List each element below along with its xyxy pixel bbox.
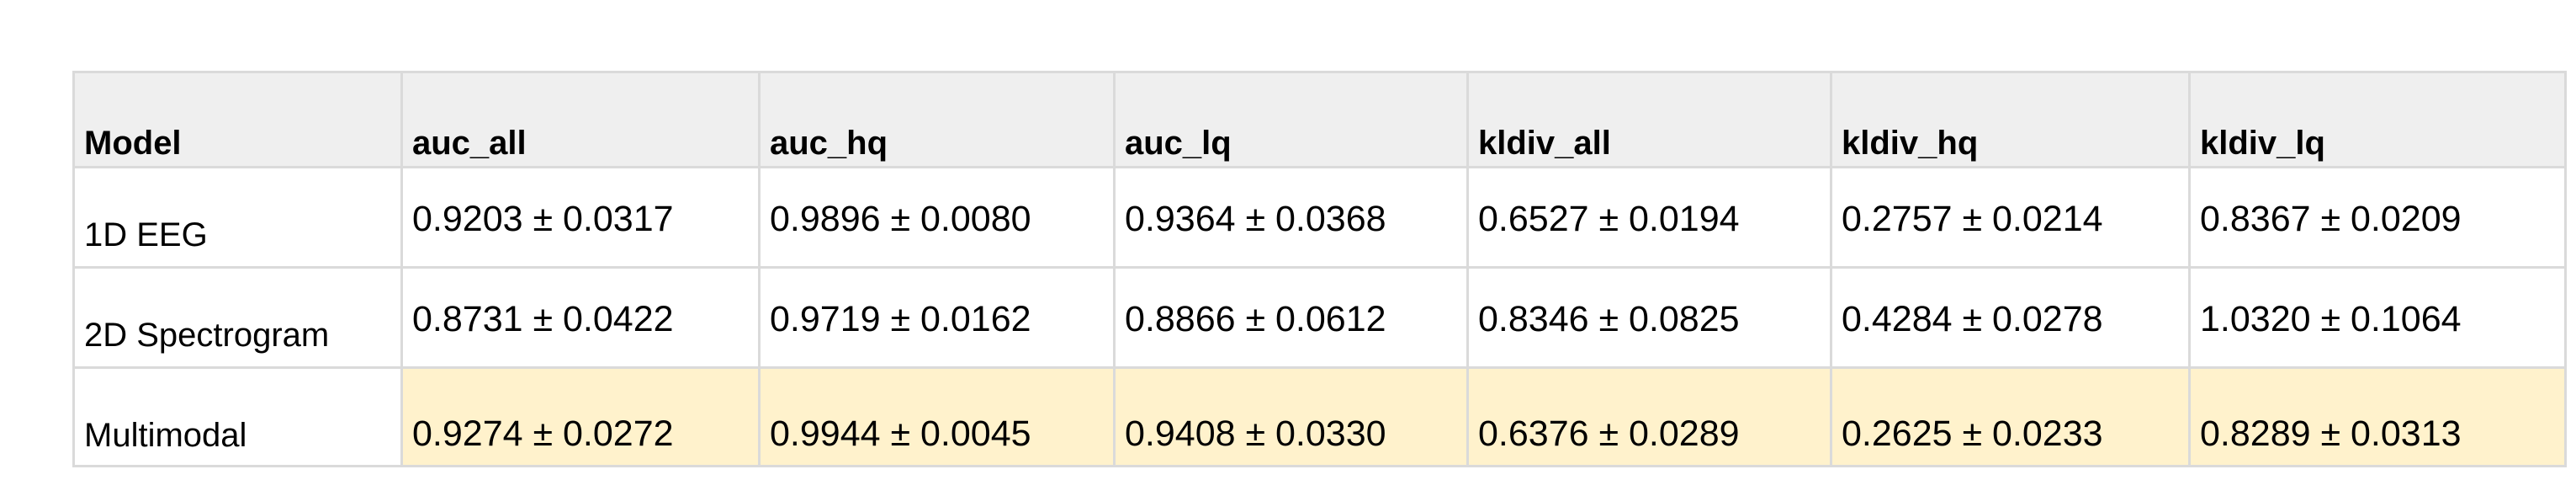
auc-hq-cell: 0.9896 ± 0.0080 <box>758 166 1116 269</box>
kldiv-lq-cell: 0.8289 ± 0.0313 <box>2188 366 2567 467</box>
auc-lq-cell: 0.9364 ± 0.0368 <box>1113 166 1469 269</box>
header-kldiv-all: kldiv_all <box>1466 71 1832 168</box>
auc-all-cell: 0.8731 ± 0.0422 <box>400 266 761 369</box>
header-auc-all: auc_all <box>400 71 761 168</box>
kldiv-all-cell: 0.6376 ± 0.0289 <box>1466 366 1832 467</box>
results-table: Model auc_all auc_hq auc_lq kldiv_all kl… <box>72 71 2567 467</box>
header-kldiv-lq: kldiv_lq <box>2188 71 2567 168</box>
table-row: 2D Spectrogram 0.8731 ± 0.0422 0.9719 ± … <box>72 266 2567 369</box>
auc-lq-cell: 0.8866 ± 0.0612 <box>1113 266 1469 369</box>
header-row: Model auc_all auc_hq auc_lq kldiv_all kl… <box>72 71 2567 168</box>
header-auc-hq: auc_hq <box>758 71 1116 168</box>
kldiv-all-cell: 0.6527 ± 0.0194 <box>1466 166 1832 269</box>
header-auc-lq: auc_lq <box>1113 71 1469 168</box>
model-name-cell: 2D Spectrogram <box>72 266 403 369</box>
header-model: Model <box>72 71 403 168</box>
kldiv-hq-cell: 0.2625 ± 0.0233 <box>1830 366 2191 467</box>
auc-lq-cell: 0.9408 ± 0.0330 <box>1113 366 1469 467</box>
kldiv-all-cell: 0.8346 ± 0.0825 <box>1466 266 1832 369</box>
auc-hq-cell: 0.9719 ± 0.0162 <box>758 266 1116 369</box>
model-name-cell: 1D EEG <box>72 166 403 269</box>
auc-all-cell: 0.9274 ± 0.0272 <box>400 366 761 467</box>
table-row: 1D EEG 0.9203 ± 0.0317 0.9896 ± 0.0080 0… <box>72 166 2567 269</box>
model-name-cell: Multimodal <box>72 366 403 467</box>
kldiv-hq-cell: 0.4284 ± 0.0278 <box>1830 266 2191 369</box>
header-kldiv-hq: kldiv_hq <box>1830 71 2191 168</box>
kldiv-hq-cell: 0.2757 ± 0.0214 <box>1830 166 2191 269</box>
auc-all-cell: 0.9203 ± 0.0317 <box>400 166 761 269</box>
kldiv-lq-cell: 0.8367 ± 0.0209 <box>2188 166 2567 269</box>
kldiv-lq-cell: 1.0320 ± 0.1064 <box>2188 266 2567 369</box>
table-row-highlighted: Multimodal 0.9274 ± 0.0272 0.9944 ± 0.00… <box>72 366 2567 467</box>
auc-hq-cell: 0.9944 ± 0.0045 <box>758 366 1116 467</box>
